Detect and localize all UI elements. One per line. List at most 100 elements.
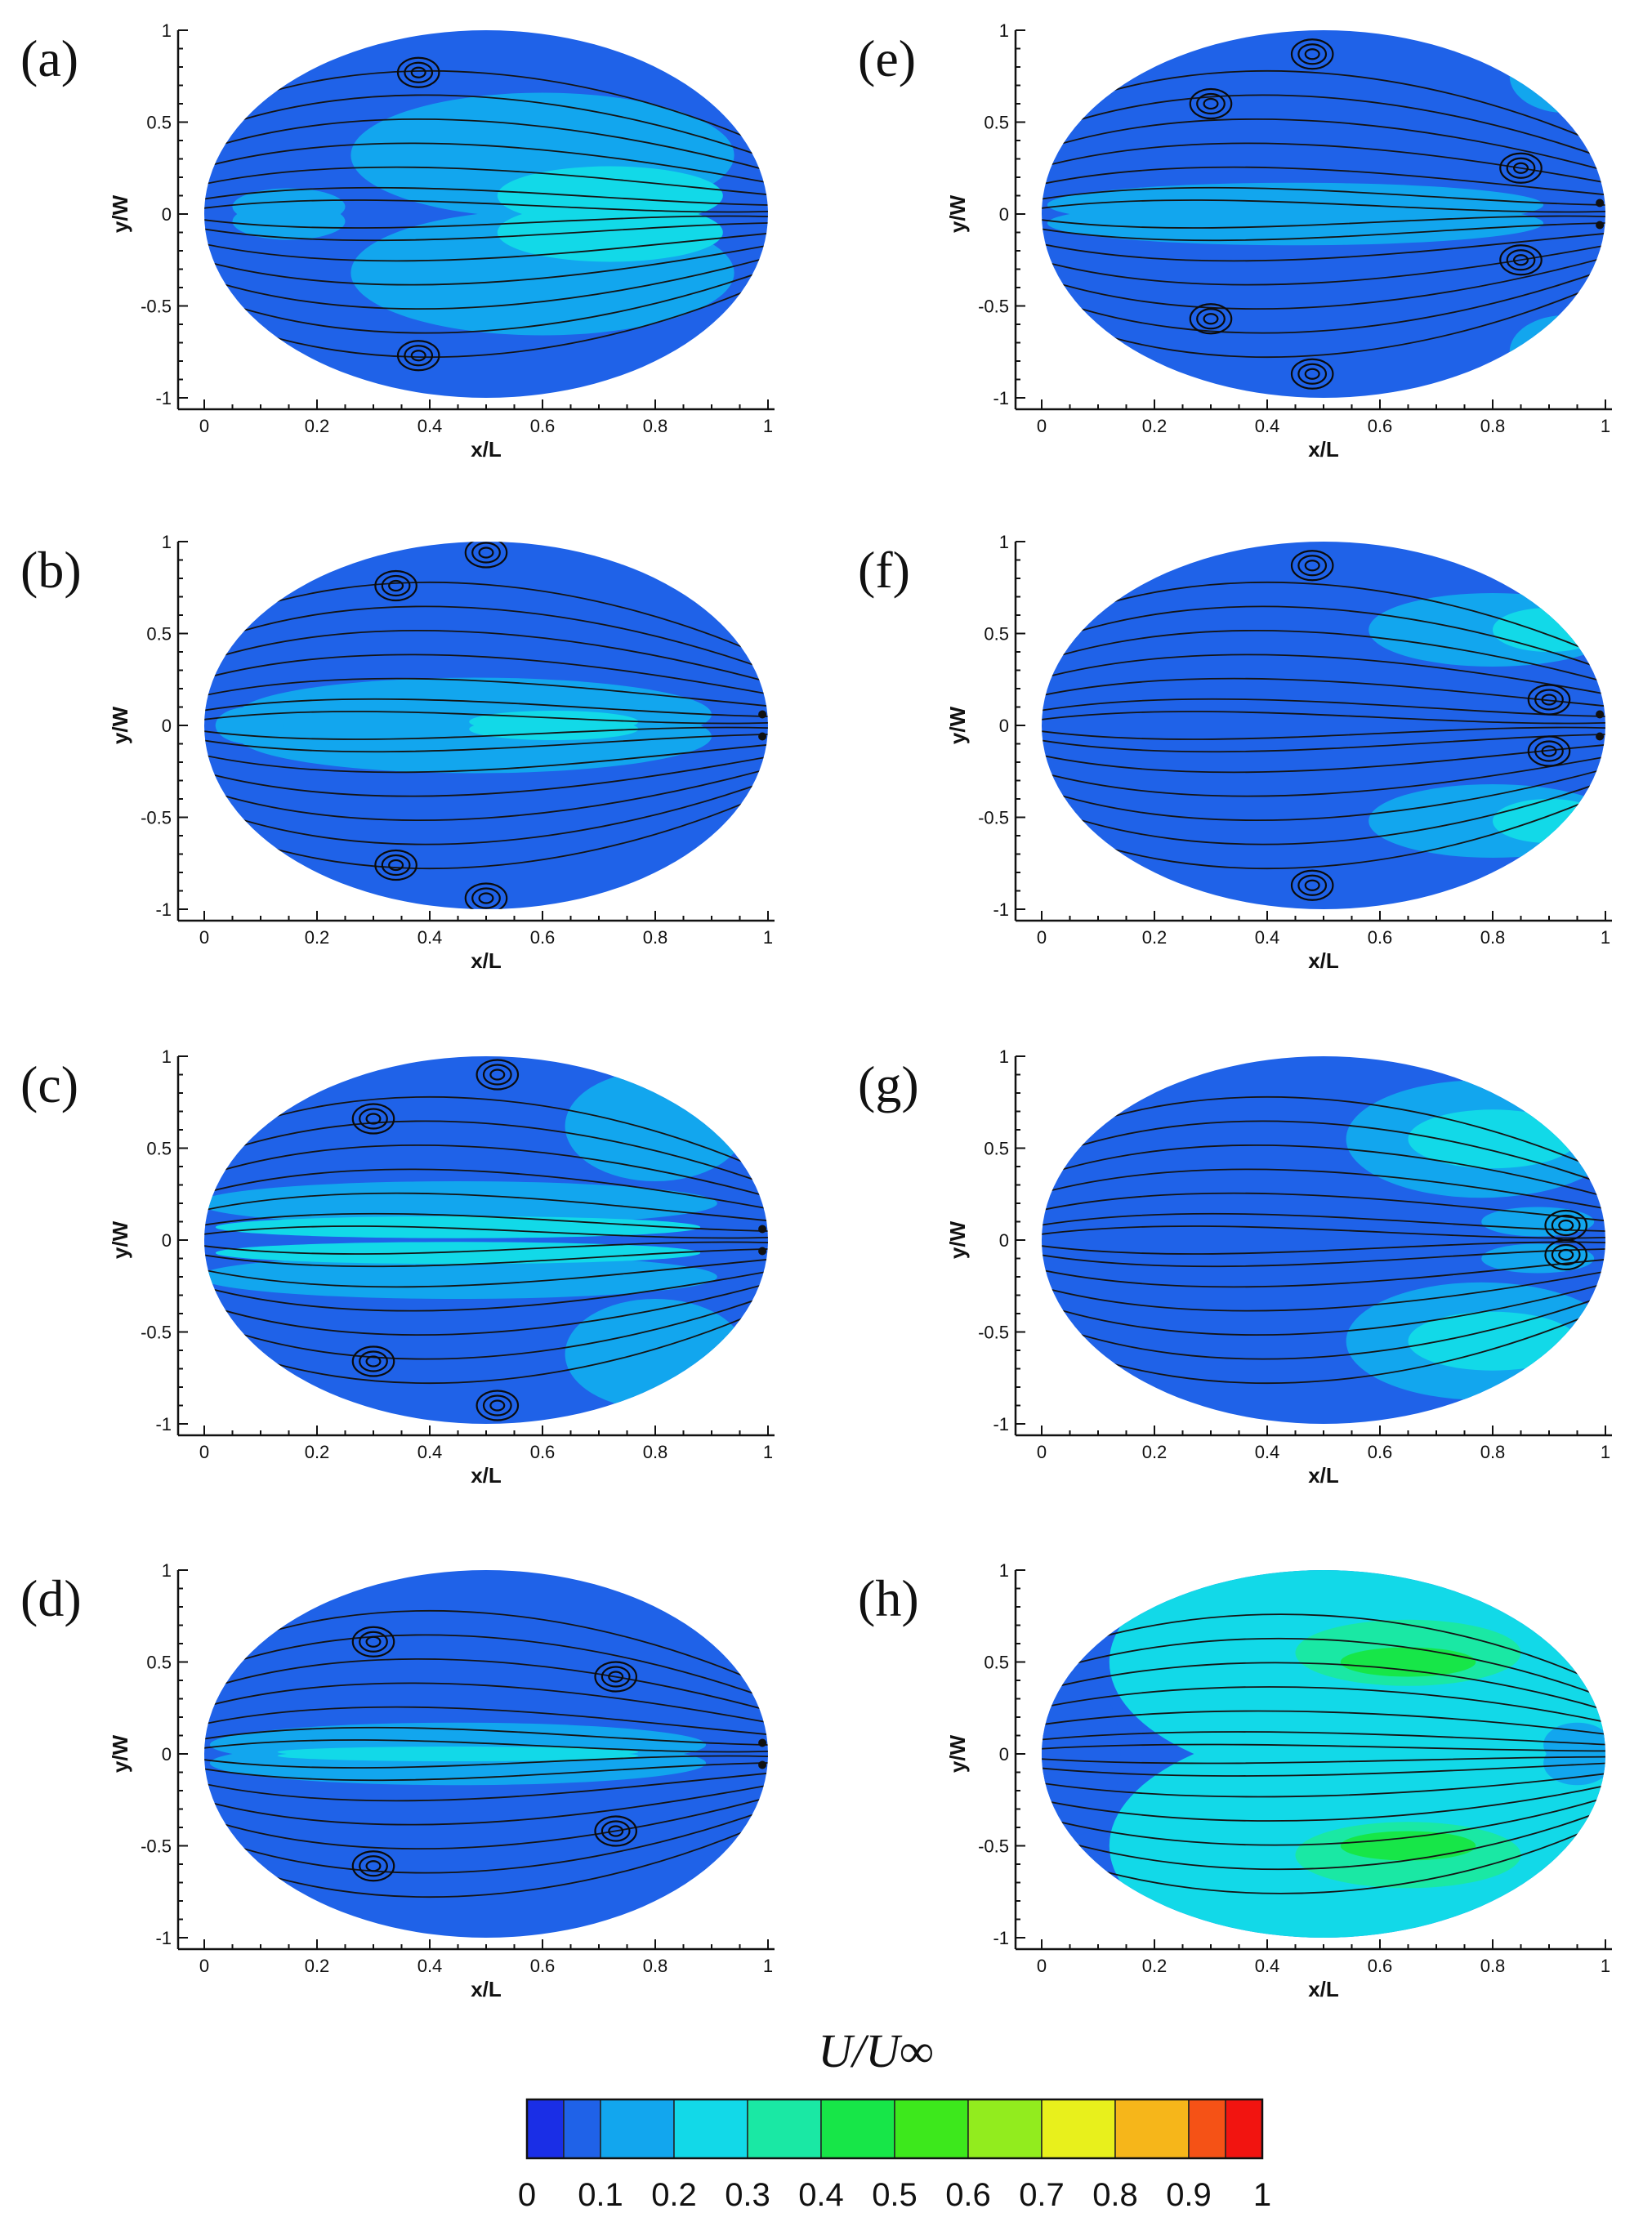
streamline <box>1042 743 1605 774</box>
vortex <box>464 542 508 569</box>
x-tick-label: 0 <box>1037 927 1047 948</box>
x-tick-label: 0.2 <box>1142 927 1168 948</box>
x-tick-label: 0 <box>199 416 209 436</box>
streamline <box>204 1755 768 1769</box>
vortex-ring <box>478 547 494 559</box>
x-tick-label: 0.8 <box>643 1956 668 1976</box>
axes: 1 0.5 0 -0.5 -1 0 0.2 0.4 0.6 0.8 1 x/L y/W <box>945 1560 1612 2001</box>
vortex-ring <box>381 854 411 877</box>
y-tick-label: 1 <box>162 1046 172 1067</box>
vortex-ring <box>1506 249 1536 271</box>
y-tick-label: 1 <box>999 20 1009 41</box>
streamline <box>1042 1805 1605 1871</box>
vortex-ring <box>359 1855 388 1877</box>
colorbar-cell <box>1225 2099 1263 2159</box>
vortex <box>476 1059 520 1091</box>
contour-level-1 <box>1493 608 1605 652</box>
colorbar-label: 0.7 <box>1019 2177 1065 2213</box>
streamlines <box>1042 581 1605 870</box>
contour-level-1 <box>1509 315 1605 389</box>
colorbar-label: 0.3 <box>725 2177 770 2213</box>
vortex-ring <box>476 1390 520 1421</box>
vortex-ring <box>608 1671 624 1683</box>
vortex-ring <box>374 569 417 602</box>
x-tick-label: 0.8 <box>643 927 668 948</box>
vortex-ring <box>594 1661 638 1693</box>
contour-level-2 <box>565 1299 746 1409</box>
vortex-ring <box>482 1064 512 1086</box>
vortex <box>351 1345 395 1377</box>
critical-point <box>758 710 767 719</box>
streamline <box>204 1793 768 1850</box>
critical-point <box>758 1738 767 1747</box>
x-tick-label: 0.8 <box>643 416 668 436</box>
streamline <box>204 733 768 753</box>
x-axis-title: x/L <box>1308 1463 1339 1488</box>
vortex-ring <box>410 66 426 78</box>
x-tick-label: 0.2 <box>1142 416 1168 436</box>
x-tick-label: 0.8 <box>643 1442 668 1462</box>
vortex-ring <box>365 1113 382 1125</box>
streamline <box>1042 754 1605 797</box>
x-tick-label: 0.2 <box>305 927 330 948</box>
vortex-ring <box>471 542 501 564</box>
x-tick-label: 0 <box>1037 416 1047 436</box>
vortex-ring <box>365 1635 382 1648</box>
y-tick-label: 0.5 <box>984 113 1009 133</box>
x-tick-label: 0.6 <box>1368 1956 1393 1976</box>
x-tick-label: 1 <box>1601 1956 1610 1976</box>
y-tick-label: 1 <box>162 20 172 41</box>
contour-level-3 <box>1543 1741 1605 1786</box>
streamline <box>204 711 768 725</box>
y-tick-label: -0.5 <box>141 1836 172 1857</box>
x-tick-label: 0.2 <box>1142 1442 1168 1462</box>
colorbar-label: 0.5 <box>872 2177 918 2213</box>
streamline <box>204 166 768 197</box>
y-tick-label: -0.5 <box>978 1836 1009 1857</box>
vortex <box>594 1815 638 1847</box>
streamline <box>1042 1686 1605 1725</box>
x-tick-label: 1 <box>1601 1442 1610 1462</box>
streamline <box>204 1706 768 1737</box>
vortex-ring <box>1304 48 1320 60</box>
vortex-ring <box>601 1820 631 1842</box>
x-tick-label: 0.4 <box>1255 1956 1280 1976</box>
streamline <box>1042 1756 1605 1765</box>
streamline <box>204 1144 768 1201</box>
x-tick-label: 0.2 <box>305 1442 330 1462</box>
x-tick-label: 0 <box>199 927 209 948</box>
colorbar-cell <box>820 2099 895 2159</box>
axes: 1 0.5 0 -0.5 -1 0 0.2 0.4 0.6 0.8 1 x/L y/W <box>108 20 775 462</box>
streamline <box>204 1739 768 1753</box>
streamline <box>204 1658 768 1715</box>
colorbar-cell <box>1041 2099 1116 2159</box>
streamline <box>204 1225 768 1239</box>
streamline <box>204 1634 768 1703</box>
y-tick-label: -0.5 <box>978 297 1009 317</box>
colorbar-cell <box>747 2099 822 2159</box>
vortex-ring <box>1189 87 1233 120</box>
colorbar: U/U∞ 0 0.1 0.2 0.3 0.4 0.5 0.6 0.7 0.8 0.9 1 <box>518 2024 1271 2213</box>
panel-c: 1 0.5 0 -0.5 -1 0 0.2 0.4 0.6 0.8 1 x/L y/W (c) <box>20 1046 775 1488</box>
streamline <box>1042 1761 1605 1777</box>
colorbar-label: 0.2 <box>651 2177 697 2213</box>
vortex-ring <box>1304 560 1320 572</box>
vortex-ring <box>404 345 434 367</box>
streamline <box>204 265 768 334</box>
vortex-ring <box>1534 740 1564 762</box>
vortex-ring <box>388 859 404 872</box>
streamline <box>1042 221 1605 242</box>
vortex <box>351 1103 395 1135</box>
vortex <box>351 1626 395 1658</box>
vortex-ring <box>1541 694 1557 706</box>
x-axis-title: x/L <box>1308 437 1339 462</box>
streamline <box>204 253 768 310</box>
streamline <box>1042 1662 1605 1715</box>
vortex-ring <box>608 1825 624 1837</box>
x-tick-label: 0.4 <box>417 1956 443 1976</box>
streamline <box>204 94 768 163</box>
x-tick-label: 0.8 <box>1480 416 1506 436</box>
streamline <box>204 629 768 686</box>
x-tick-label: 0.8 <box>1480 927 1506 948</box>
vortex <box>374 569 417 602</box>
